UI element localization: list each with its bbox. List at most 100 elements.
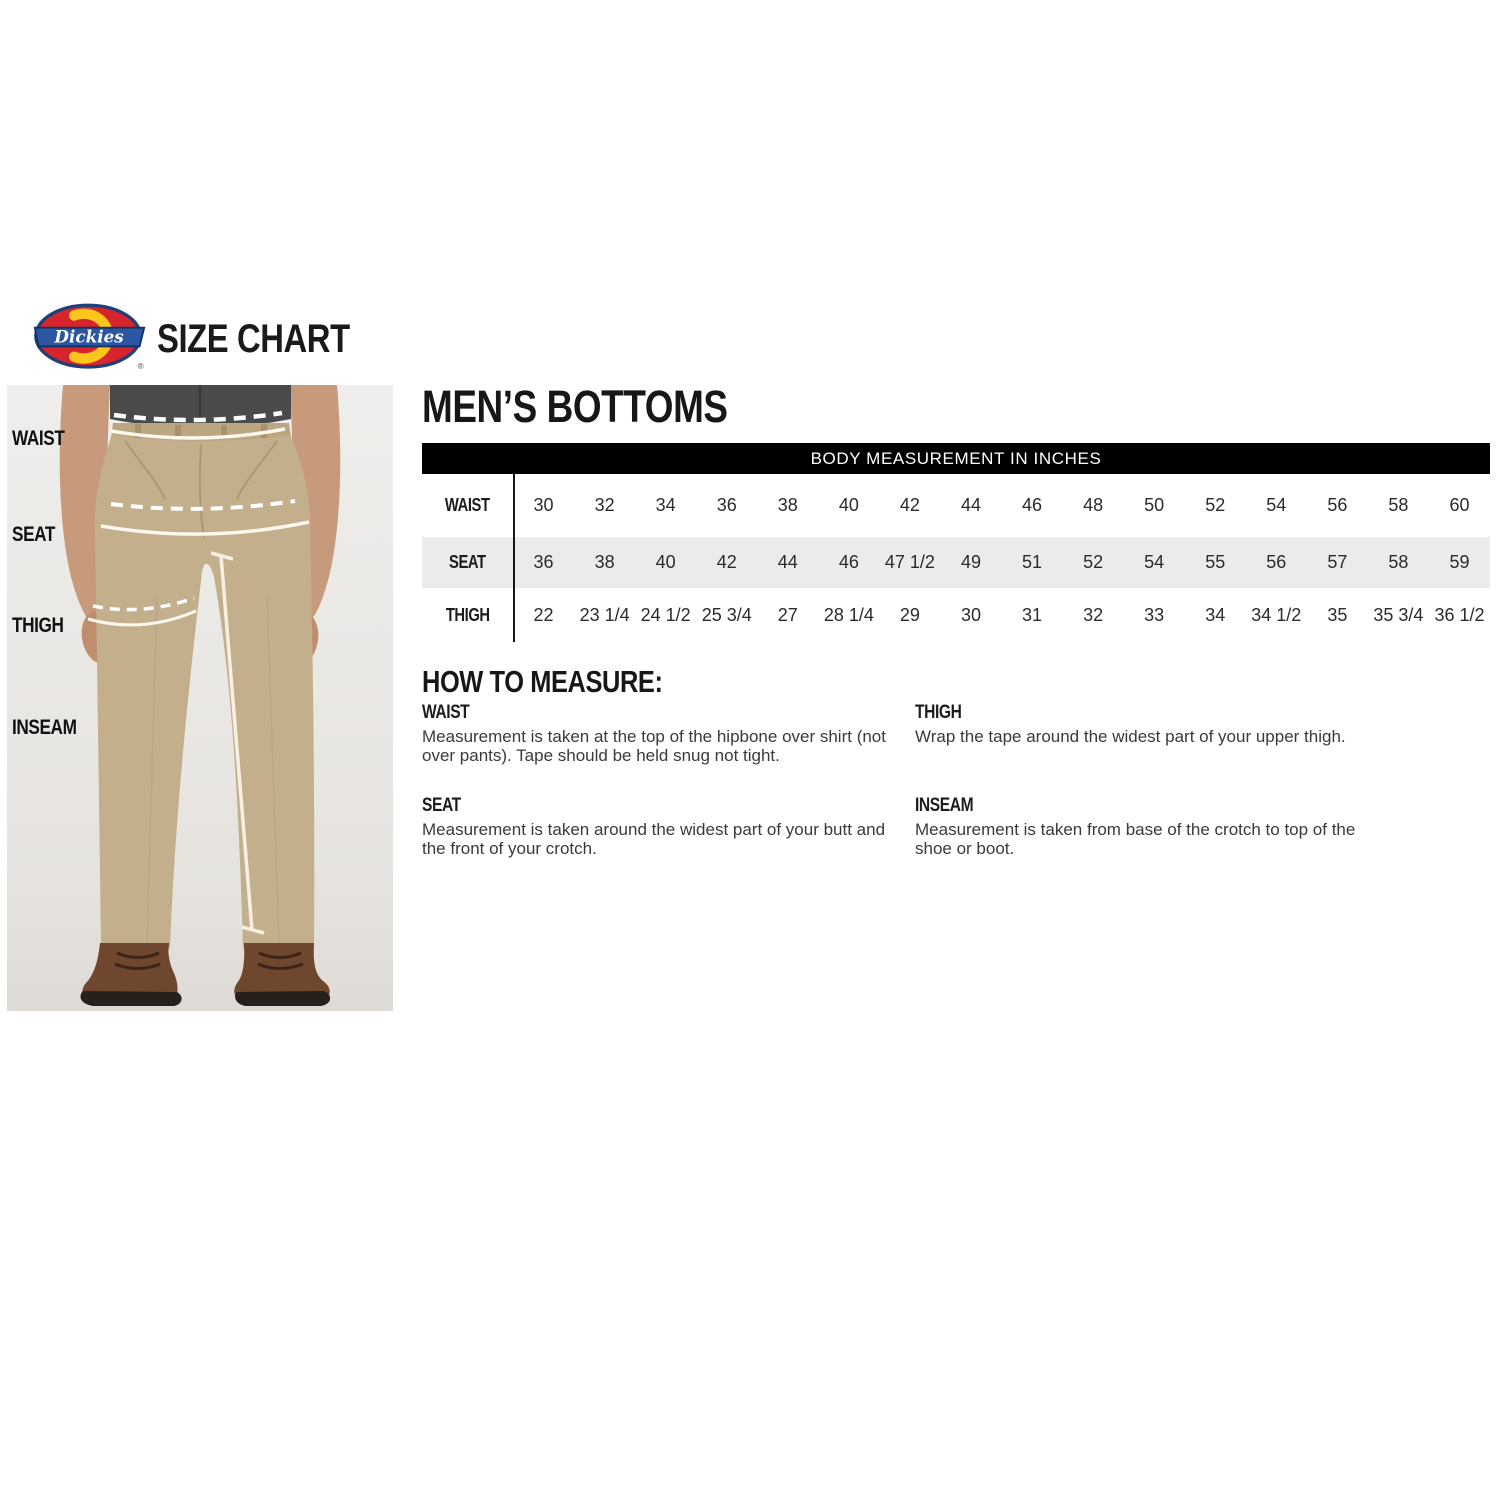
size-value: 32 — [1083, 604, 1104, 625]
left-boot — [82, 943, 178, 1002]
size-value: 34 1/2 — [1251, 604, 1302, 625]
seat-dashed-line — [110, 499, 296, 511]
size-value: 36 — [533, 552, 554, 572]
size-value: 23 1/4 — [579, 604, 630, 625]
size-value: 32 — [594, 495, 615, 515]
fly-seam — [198, 444, 205, 538]
size-value: 56 — [1266, 552, 1287, 572]
inseam-bottom-cap — [241, 925, 265, 935]
row-values: 22 23 1/4 24 1/2 25 3/4 27 28 1/4 29 30 31 32 33 34… — [513, 605, 1490, 626]
pants — [94, 423, 315, 948]
size-value: 40 — [838, 495, 859, 515]
size-value: 47 1/2 — [884, 552, 935, 572]
size-value: 35 3/4 — [1373, 604, 1424, 625]
size-value: 22 — [533, 604, 554, 625]
photo-label-thigh: THIGH — [12, 614, 64, 637]
inseam-top-cap — [210, 551, 234, 561]
measure-term: SEAT — [422, 795, 461, 816]
size-value: 27 — [777, 604, 798, 625]
row-label: THIGH — [445, 604, 490, 625]
table-header: BODY MEASUREMENT IN INCHES — [422, 443, 1490, 474]
section-heading: MEN’S BOTTOMS — [422, 381, 728, 432]
row-values: 36 38 40 42 44 46 47 1/2 49 51 52 54 55 56 57 58 59 — [513, 552, 1490, 573]
size-value: 55 — [1205, 552, 1226, 572]
table-row: THIGH 22 23 1/4 24 1/2 25 3/4 27 28 1/4 29 30 31 3… — [422, 588, 1490, 642]
row-label: SEAT — [449, 552, 486, 572]
size-value: 52 — [1205, 495, 1226, 515]
size-value: 35 — [1327, 604, 1348, 625]
size-value: 46 — [1022, 495, 1043, 515]
size-value: 29 — [899, 604, 920, 625]
size-value: 52 — [1083, 552, 1104, 572]
right-boot — [234, 943, 330, 1002]
size-value: 40 — [655, 552, 676, 572]
size-value: 59 — [1449, 552, 1470, 572]
size-value: 60 — [1449, 495, 1470, 515]
size-value: 31 — [1022, 604, 1043, 625]
waist-solid-line — [110, 427, 286, 440]
left-boot-laces — [114, 951, 161, 970]
registered-mark: ® — [138, 361, 145, 371]
right-boot-sole — [235, 991, 331, 1006]
measure-term: WAIST — [422, 702, 470, 723]
table-body: WAIST 30 32 34 36 38 40 42 44 46 48 50 52 54 56 58 60 SEA… — [422, 474, 1490, 642]
measure-description: Measurement is taken around the widest p… — [422, 820, 886, 858]
how-to-measure-grid: WAIST Measurement is taken at the top of … — [422, 702, 1492, 888]
fit-model-photo: WAIST SEAT THIGH INSEAM — [7, 385, 393, 1011]
size-value: 38 — [777, 495, 798, 515]
size-value: 46 — [838, 552, 859, 572]
measurement-marks — [87, 410, 310, 935]
size-value: 54 — [1144, 552, 1165, 572]
size-value: 36 — [716, 495, 737, 515]
size-value: 58 — [1388, 495, 1409, 515]
measure-item-inseam: INSEAM Measurement is taken from base of … — [915, 795, 1492, 888]
waist-dashed-line — [113, 410, 283, 423]
size-value: 30 — [533, 495, 554, 515]
left-pocket-seam — [124, 440, 166, 500]
size-value: 25 3/4 — [701, 604, 752, 625]
how-to-measure-heading: HOW TO MEASURE: — [422, 664, 663, 699]
table-row: SEAT 36 38 40 42 44 46 47 1/2 49 51 52 54 55 56 57 58 59 — [422, 537, 1490, 588]
size-value: 28 1/4 — [823, 604, 874, 625]
measure-column-right: THIGH Wrap the tape around the widest par… — [915, 702, 1492, 888]
measurement-table: BODY MEASUREMENT IN INCHES WAIST 30 32 34 36… — [422, 443, 1490, 642]
seat-solid-line — [100, 520, 310, 536]
dickies-logo-icon: Dickies ® — [33, 303, 146, 371]
size-value: 34 — [1205, 604, 1226, 625]
measure-term: THIGH — [915, 702, 962, 723]
left-crease — [146, 594, 158, 944]
size-value: 42 — [716, 552, 737, 572]
size-value: 33 — [1144, 604, 1165, 625]
measure-item-thigh: THIGH Wrap the tape around the widest par… — [915, 702, 1492, 795]
measure-description: Measurement is taken from base of the cr… — [915, 820, 1356, 858]
size-value: 30 — [960, 604, 981, 625]
right-boot-laces — [257, 951, 304, 970]
right-crease — [266, 594, 280, 944]
size-value: 54 — [1266, 495, 1287, 515]
thigh-solid-line — [87, 609, 197, 627]
measure-item-seat: SEAT Measurement is taken around the wide… — [422, 795, 915, 888]
size-value: 51 — [1022, 552, 1043, 572]
size-value: 48 — [1083, 495, 1104, 515]
size-value: 44 — [960, 495, 981, 515]
inseam-line — [219, 555, 254, 931]
table-row: WAIST 30 32 34 36 38 40 42 44 46 48 50 52 54 56 58 60 — [422, 474, 1490, 537]
photo-label-waist: WAIST — [12, 427, 65, 450]
table-divider — [513, 474, 515, 642]
size-value: 34 — [655, 495, 676, 515]
size-value: 49 — [960, 552, 981, 572]
right-pocket-seam — [236, 440, 278, 500]
size-value: 24 1/2 — [640, 604, 691, 625]
left-boot-sole — [80, 991, 182, 1006]
photo-label-seat: SEAT — [12, 523, 56, 546]
size-value: 38 — [594, 552, 615, 572]
thigh-dashed-line — [92, 596, 195, 612]
row-values: 30 32 34 36 38 40 42 44 46 48 50 52 54 56 58 60 — [513, 495, 1490, 516]
row-label: WAIST — [445, 495, 490, 515]
measure-description: Wrap the tape around the widest part of … — [915, 727, 1346, 746]
measure-item-waist: WAIST Measurement is taken at the top of … — [422, 702, 915, 795]
measure-term: INSEAM — [915, 795, 974, 816]
size-value: 57 — [1327, 552, 1348, 572]
size-value: 50 — [1144, 495, 1165, 515]
page-title: SIZE CHART — [157, 316, 350, 361]
